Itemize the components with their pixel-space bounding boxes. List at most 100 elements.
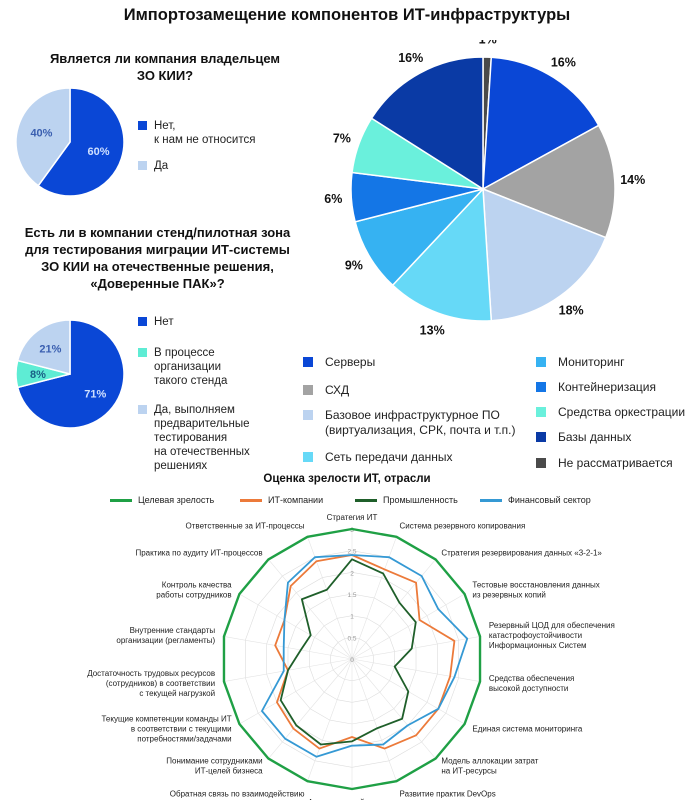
radar-tick-label: 1.5: [347, 592, 356, 599]
radar-axis-label: Средства обеспечения высокой доступности: [489, 674, 574, 693]
q1-pie-slice: [15, 87, 71, 187]
main-legend-item-storage: СХД: [303, 383, 349, 398]
legend-line: [480, 498, 502, 502]
radar-spoke: [239, 658, 353, 725]
main-legend-item-orchestration: Средства оркестрации: [536, 405, 685, 420]
radar-spoke: [223, 636, 353, 660]
legend-swatch: [138, 405, 147, 414]
radar-series-line: [222, 527, 482, 791]
main-legend-item-network: Сеть передачи данных: [303, 450, 453, 465]
radar-spoke: [351, 593, 465, 660]
q1-legend-item-yes: Да: [138, 159, 168, 173]
legend-label: Мониторинг: [558, 355, 625, 369]
legend-label: Базы данных: [558, 430, 632, 444]
radar-legend-finance: Финансовый сектор: [480, 495, 591, 505]
radar-tick-label: 2: [350, 570, 354, 577]
radar-chart: 0 0.5 1 1.5 2 2.5 3 Стратегия ИТ Система резервн…: [87, 513, 615, 800]
legend-swatch: [303, 385, 313, 395]
legend-label: Целевая зрелость: [138, 495, 215, 505]
radar-axis-label: Ответственные за ИТ-процессы: [186, 521, 305, 530]
main-pie-value-label: 7%: [333, 132, 351, 146]
radar-axis-label: Система резервного копирования: [400, 521, 526, 530]
q1-pie: 60% 40%: [15, 87, 125, 197]
main-pie-value-label: 16%: [551, 56, 576, 70]
radar-series-line: [261, 554, 469, 758]
legend-swatch: [536, 458, 546, 468]
legend-label: Промышленность: [383, 495, 458, 505]
legend-label: Контейнеризация: [558, 380, 656, 394]
radar-series-line: [279, 558, 417, 746]
radar-legend-target: Целевая зрелость: [110, 495, 214, 505]
main-pie-value-label: 18%: [559, 304, 584, 318]
radar-spoke: [351, 658, 397, 782]
radar-spoke: [268, 658, 353, 759]
legend-label: Не рассматривается: [558, 456, 673, 470]
radar-axis-label: Развитие практик DevOps: [400, 790, 496, 799]
radar-axis-label: Практика по аудиту ИТ-процессов: [135, 549, 262, 558]
radar-spoke: [307, 658, 353, 782]
legend-line: [240, 498, 262, 502]
radar-spoke: [351, 636, 481, 660]
q1-title: Является ли компания владельцем ЗО КИИ?: [49, 51, 281, 83]
radar-axis-label: Контроль качества работы сотрудников: [156, 581, 232, 600]
radar-axis-label: Тестовые восстановления данных из резервн…: [472, 581, 599, 600]
radar-spoke: [351, 658, 436, 759]
q2-pie-slice: [16, 319, 71, 375]
legend-label: Финансовый сектор: [508, 495, 591, 505]
q1-legend-item-no: Нет, к нам не относится: [138, 119, 255, 147]
legend-swatch: [303, 452, 313, 462]
q1-pie-value-label: 60%: [88, 146, 110, 158]
legend-label: Сеть передачи данных: [325, 450, 453, 464]
legend-label: Средства оркестрации: [558, 405, 686, 419]
main-pie-value-label: 14%: [620, 173, 645, 187]
q2-pie-value-label: 8%: [30, 369, 46, 381]
main-pie-slice: [482, 56, 600, 191]
main-pie-value-label: 6%: [324, 192, 342, 206]
legend-swatch: [536, 432, 546, 442]
legend-line: [110, 498, 132, 502]
main-pie-slice: [481, 124, 616, 239]
legend-label: Серверы: [325, 355, 376, 369]
radar-axis-label: Внутренние стандарты организации (регламе…: [116, 626, 215, 645]
q2-pie-value-label: 21%: [39, 344, 61, 356]
main-legend-item-databases: Базы данных: [536, 430, 631, 445]
main-legend-item-servers: Серверы: [303, 355, 375, 370]
main-pie-slice: [370, 56, 484, 191]
legend-label: СХД: [325, 383, 350, 397]
legend-line: [355, 498, 377, 502]
main-legend-item-monitoring: Мониторинг: [536, 355, 625, 370]
q2-title: Есть ли в компании стенд/пилотная зона д…: [24, 225, 291, 291]
legend-label: ИТ-компании: [268, 495, 324, 505]
main-legend-item-not-considered: Не рассматривается: [536, 456, 673, 471]
legend-swatch: [138, 121, 147, 130]
radar-tick-label: 3: [350, 527, 354, 534]
main-pie-slice: [482, 187, 607, 322]
legend-swatch: [536, 407, 546, 417]
q2-pie: 71% 8% 21%: [15, 319, 125, 429]
radar-axis-label: Стратегия ИТ: [327, 513, 378, 522]
q2-legend-item-no: Нет: [138, 315, 174, 329]
legend-swatch: [303, 410, 313, 420]
legend-swatch: [138, 317, 147, 326]
q2-pie-value-label: 71%: [84, 388, 106, 400]
radar-axis-label: Текущие компетенции команды ИТ в соответс…: [101, 715, 231, 744]
legend-label: Нет: [154, 316, 174, 328]
radar-legend-it: ИТ-компании: [240, 495, 323, 505]
legend-swatch: [536, 357, 546, 367]
main-legend-item-containers: Контейнеризация: [536, 380, 656, 395]
radar-axis-label: Модель аллокации затрат на ИТ-ресурсы: [441, 756, 538, 775]
radar-spoke: [268, 559, 353, 660]
radar-axis-label: Стратегия резервирования данных «3-2-1»: [441, 549, 602, 558]
legend-swatch: [303, 357, 313, 367]
radar-tick-label: 0: [350, 657, 354, 664]
radar-spoke: [351, 658, 481, 682]
radar-spoke: [239, 593, 353, 660]
radar-tick-label: 2.5: [347, 549, 356, 556]
main-pie-value-label: 16%: [398, 51, 423, 65]
radar-legend-industry: Промышленность: [355, 495, 458, 505]
legend-swatch: [138, 161, 147, 170]
radar-axis-label: Резервный ЦОД для обеспечения катастрофоу…: [489, 621, 615, 650]
q2-pie-slice: [16, 319, 125, 429]
main-pie: 1% 16% 14% 18% 13% 9% 6% 7% 16%: [324, 40, 645, 338]
radar-tick-label: 0.5: [347, 635, 356, 642]
